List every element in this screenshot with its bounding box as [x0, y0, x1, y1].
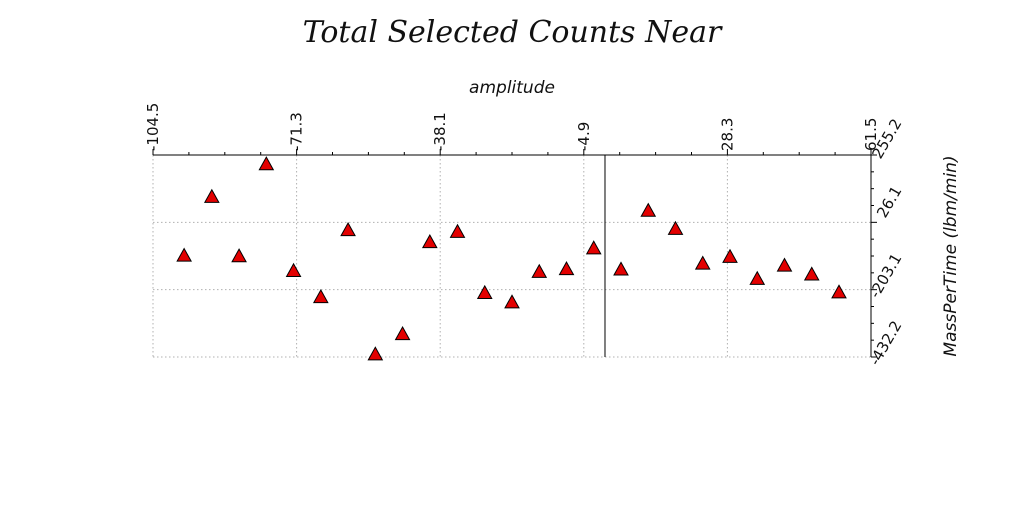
chart-title: Total Selected Counts Near [303, 15, 723, 50]
data-point-marker [367, 346, 384, 361]
y-axis-label: MassPerTime (lbm/min) [941, 155, 961, 356]
data-point-marker [312, 288, 329, 304]
data-point-marker [258, 156, 275, 171]
data-point-marker [613, 261, 629, 276]
axes [152, 149, 877, 358]
data-point-marker [667, 220, 684, 235]
data-point-marker [504, 294, 520, 309]
x-tick-label: -104.5 [144, 103, 162, 151]
data-point-marker [394, 325, 411, 341]
x-axis-label: amplitude [469, 78, 555, 98]
x-tick-label: -38.1 [431, 112, 449, 151]
data-point-marker [285, 262, 302, 277]
data-point-marker [231, 248, 247, 263]
data-point-marker [340, 221, 356, 237]
y-tick-label: -203.1 [866, 250, 906, 301]
data-point-marker [749, 270, 766, 285]
data-point-marker [776, 257, 793, 272]
y-tick-label: 26.1 [873, 183, 905, 221]
data-point-marker [531, 263, 548, 278]
x-tick-label: -71.3 [288, 112, 306, 151]
data-point-marker [558, 261, 575, 276]
data-point-marker [449, 223, 466, 238]
grid [152, 154, 872, 358]
data-points [176, 156, 847, 361]
x-tick-label: 61.5 [862, 118, 880, 151]
data-point-marker [421, 234, 438, 249]
y-tick-label: -432.2 [866, 318, 906, 369]
data-point-marker [694, 255, 711, 270]
data-point-marker [585, 240, 602, 255]
data-point-marker [831, 284, 847, 299]
data-point-marker [176, 247, 192, 262]
data-point-marker [803, 266, 820, 281]
data-point-marker [476, 284, 493, 299]
data-point-marker [640, 202, 657, 217]
data-point-marker [203, 188, 220, 203]
tick-labels: -104.5 -71.3 -38.1 -4.9 28.3 61.5255.226.1-20… [144, 103, 905, 369]
x-tick-label: 28.3 [718, 118, 736, 151]
data-point-marker [722, 248, 738, 263]
x-tick-label: -4.9 [575, 122, 593, 151]
